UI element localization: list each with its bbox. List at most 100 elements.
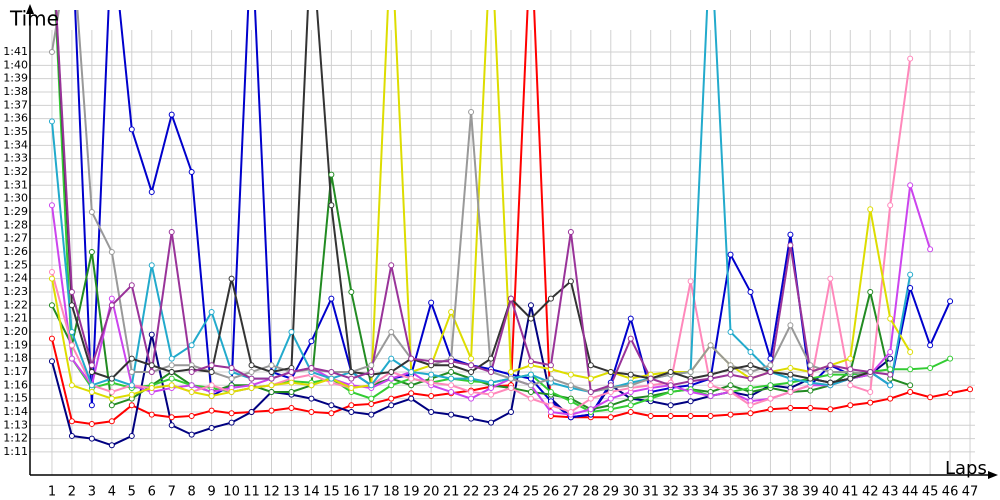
data-point bbox=[328, 368, 335, 375]
data-point bbox=[148, 262, 155, 269]
x-tick-label: 31 bbox=[642, 485, 659, 500]
data-point bbox=[927, 246, 934, 253]
data-point bbox=[428, 371, 435, 378]
data-point bbox=[108, 295, 115, 302]
data-point bbox=[547, 362, 554, 369]
y-tick-label: 1:39 bbox=[3, 72, 28, 85]
data-point bbox=[128, 432, 135, 439]
data-point bbox=[308, 382, 315, 389]
data-point bbox=[308, 408, 315, 415]
data-point bbox=[268, 382, 275, 389]
data-point bbox=[188, 368, 195, 375]
data-point bbox=[48, 118, 55, 125]
data-point bbox=[108, 418, 115, 425]
x-tick-label: 41 bbox=[842, 485, 859, 500]
x-tick-label: 2 bbox=[68, 485, 76, 500]
data-point bbox=[88, 362, 95, 369]
data-point bbox=[168, 362, 175, 369]
data-point bbox=[188, 412, 195, 419]
data-point bbox=[747, 384, 754, 391]
x-tick-label: 29 bbox=[603, 485, 620, 500]
data-point bbox=[927, 342, 934, 349]
data-point bbox=[388, 328, 395, 335]
data-point bbox=[647, 395, 654, 402]
x-tick-label: 5 bbox=[128, 485, 136, 500]
data-point bbox=[168, 375, 175, 382]
data-point bbox=[827, 379, 834, 386]
data-point bbox=[887, 371, 894, 378]
x-tick-label: 21 bbox=[443, 485, 460, 500]
data-point bbox=[268, 375, 275, 382]
data-point bbox=[448, 388, 455, 395]
data-point bbox=[907, 366, 914, 373]
data-point bbox=[807, 375, 814, 382]
x-tick-label: 46 bbox=[942, 485, 959, 500]
data-point bbox=[328, 295, 335, 302]
data-point bbox=[188, 342, 195, 349]
data-point bbox=[787, 364, 794, 371]
data-point bbox=[388, 402, 395, 409]
data-point bbox=[228, 364, 235, 371]
data-point bbox=[388, 375, 395, 382]
data-point bbox=[128, 391, 135, 398]
data-point bbox=[88, 368, 95, 375]
series-line bbox=[50, 10, 871, 393]
data-point bbox=[847, 366, 854, 373]
data-point bbox=[907, 348, 914, 355]
data-point bbox=[507, 368, 514, 375]
y-tick-label: 1:41 bbox=[3, 45, 28, 58]
data-point bbox=[507, 384, 514, 391]
data-point bbox=[428, 408, 435, 415]
data-point bbox=[448, 411, 455, 418]
data-point bbox=[388, 382, 395, 389]
data-point bbox=[148, 362, 155, 369]
data-point bbox=[328, 410, 335, 417]
data-point bbox=[128, 382, 135, 389]
data-point bbox=[68, 355, 75, 362]
data-point bbox=[907, 182, 914, 189]
data-point bbox=[168, 111, 175, 118]
data-point bbox=[88, 248, 95, 255]
y-tick-label: 1:29 bbox=[3, 205, 28, 218]
x-tick-label: 37 bbox=[762, 485, 779, 500]
x-axis-arrow bbox=[988, 471, 998, 479]
data-point bbox=[747, 368, 754, 375]
data-point bbox=[787, 404, 794, 411]
y-tick-label: 1:28 bbox=[3, 218, 28, 231]
data-point bbox=[428, 358, 435, 365]
x-tick-label: 24 bbox=[503, 485, 520, 500]
series-line bbox=[55, 10, 871, 384]
data-point bbox=[627, 402, 634, 409]
data-point bbox=[527, 395, 534, 402]
data-point bbox=[428, 379, 435, 386]
data-point bbox=[128, 282, 135, 289]
data-point bbox=[488, 355, 495, 362]
data-point bbox=[168, 422, 175, 429]
y-tick-label: 1:18 bbox=[3, 352, 28, 365]
data-point bbox=[208, 392, 215, 399]
data-point bbox=[268, 407, 275, 414]
data-point bbox=[128, 402, 135, 409]
data-point bbox=[567, 228, 574, 235]
data-point bbox=[288, 368, 295, 375]
data-point bbox=[168, 355, 175, 362]
data-point bbox=[388, 262, 395, 269]
y-tick-label: 1:33 bbox=[3, 152, 28, 165]
data-point bbox=[108, 395, 115, 402]
data-point bbox=[388, 395, 395, 402]
data-point bbox=[827, 406, 834, 413]
data-point bbox=[188, 168, 195, 175]
data-point bbox=[428, 392, 435, 399]
data-point bbox=[108, 302, 115, 309]
x-tick-label: 44 bbox=[902, 485, 919, 500]
data-point bbox=[627, 335, 634, 342]
data-point bbox=[607, 368, 614, 375]
data-point bbox=[68, 418, 75, 425]
data-point bbox=[288, 388, 295, 395]
y-tick-label: 1:32 bbox=[3, 165, 28, 178]
y-axis-title: Time bbox=[9, 7, 59, 31]
data-point bbox=[248, 368, 255, 375]
data-point bbox=[787, 231, 794, 238]
data-point bbox=[607, 382, 614, 389]
data-point bbox=[747, 288, 754, 295]
